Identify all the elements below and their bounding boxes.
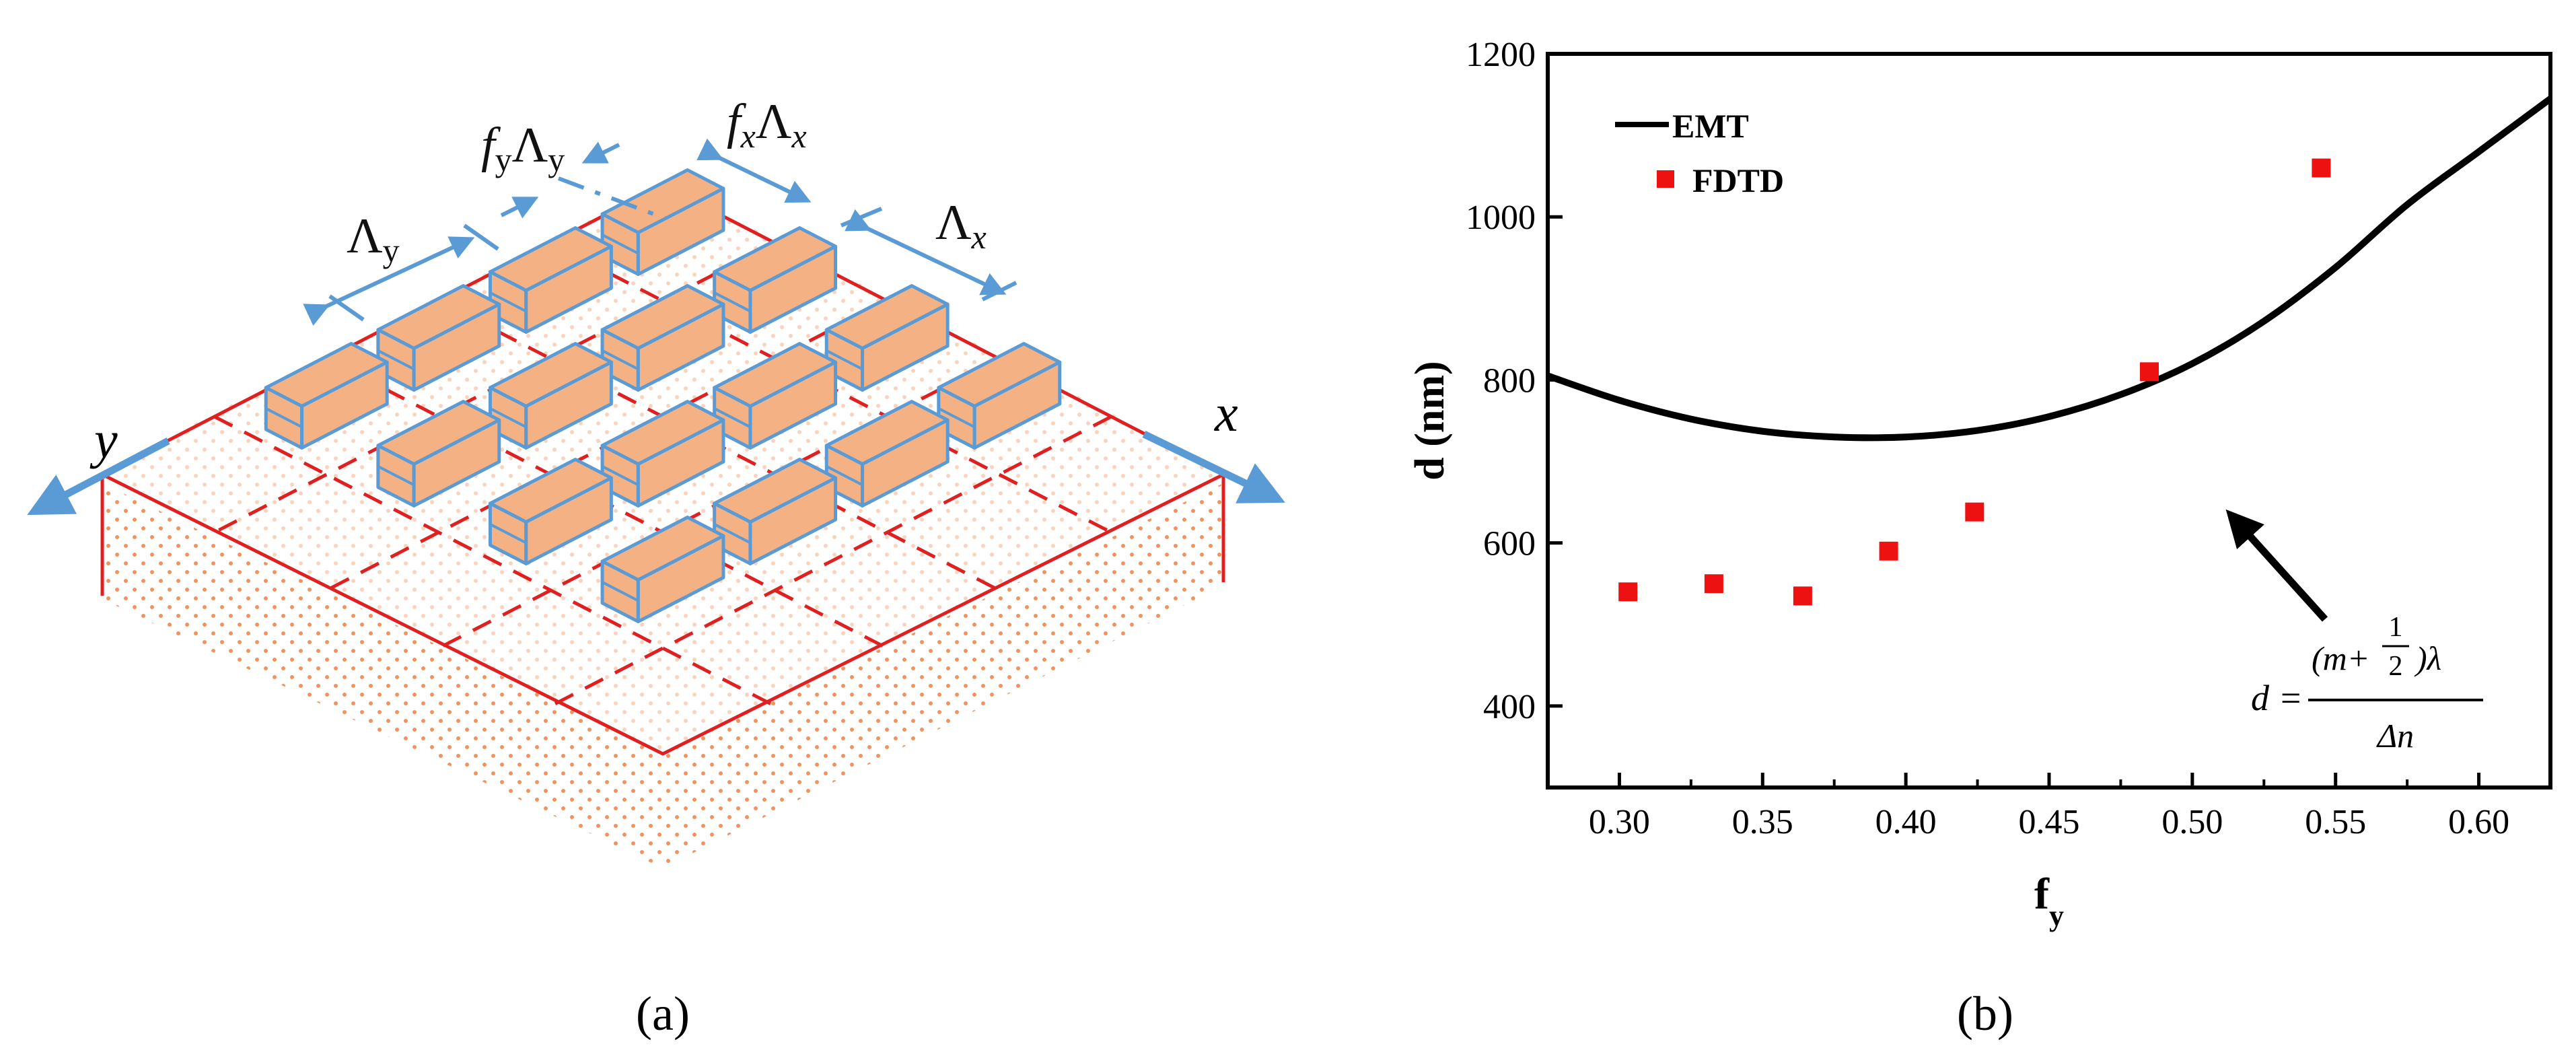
block — [600, 400, 725, 508]
fdtd-point — [2312, 158, 2331, 178]
block-midline — [377, 349, 415, 371]
y-tick-label: 800 — [1483, 361, 1536, 400]
lattice-dash-x — [550, 415, 1112, 708]
block-midline — [377, 465, 415, 487]
block-top-face — [937, 342, 1062, 408]
y-axis-title: d (nm) — [1407, 361, 1453, 480]
x-tick-label: 0.45 — [2019, 803, 2080, 841]
block — [600, 284, 725, 392]
y-tick-label: 1000 — [1466, 199, 1536, 237]
fdtd-series — [1618, 158, 2331, 606]
lambda-x-label: Λx — [935, 195, 987, 256]
block-top-face — [824, 284, 950, 350]
x-tick-label: 0.60 — [2448, 803, 2509, 841]
block-midline — [489, 291, 527, 313]
block-midline — [602, 234, 639, 255]
block-midline — [713, 523, 751, 545]
block — [264, 342, 389, 450]
block-midline — [265, 407, 303, 429]
x-tick-label: 0.40 — [1875, 803, 1937, 841]
y-tick-label: 400 — [1483, 688, 1536, 726]
block-top-face — [713, 226, 838, 292]
substrate-right-face — [663, 483, 1223, 868]
formula-lhs: d = — [2251, 678, 2303, 718]
block — [937, 342, 1062, 450]
y-ticks: 400 600 800 1000 1200 — [1466, 36, 1563, 726]
block-top-face — [488, 458, 613, 524]
block — [824, 284, 950, 392]
block-midline — [489, 523, 527, 545]
emt-curve — [1546, 96, 2552, 442]
x-tick-label: 0.35 — [1732, 803, 1793, 841]
dimension-markers — [303, 138, 1017, 326]
block-midline — [602, 465, 639, 487]
fx-lambda-x-label: fxΛx — [727, 94, 807, 155]
block-top-face — [264, 342, 389, 408]
formula-half-num: 1 — [2389, 612, 2403, 643]
x-tick-label: 0.50 — [2161, 803, 2223, 841]
legend-emt-label: EMT — [1672, 107, 1749, 145]
block — [713, 458, 838, 565]
legend: EMT FDTD — [1615, 107, 1784, 199]
formula: d = (m+ 1 2 )λ Δn — [2251, 612, 2483, 755]
x-axis-title: fy — [2034, 870, 2064, 932]
x-ticks: 0.30 0.35 0.40 0.45 0.50 0.55 0.60 — [1546, 773, 2509, 841]
legend-fdtd-marker — [1657, 170, 1674, 188]
block-midline — [826, 349, 863, 371]
fdtd-point — [1793, 586, 1812, 606]
lambda-y-label: Λy — [347, 209, 400, 269]
caption-b: (b) — [1957, 987, 2013, 1041]
block-midline — [602, 581, 639, 602]
x-axis-arrow — [1142, 431, 1285, 503]
block — [713, 226, 838, 334]
block-top-face — [713, 458, 838, 524]
block-midline — [602, 349, 639, 371]
block-array — [264, 168, 1062, 623]
emt-series — [1546, 96, 2552, 442]
block — [376, 400, 501, 508]
x-axis-label: x — [1214, 384, 1238, 442]
fdtd-point — [1879, 541, 1898, 561]
fy-lambda-y-label: fyΛy — [481, 118, 565, 178]
x-tick-label: 0.55 — [2305, 803, 2366, 841]
schematic-panel: y x Λy Λx fyΛy fxΛx (a) — [27, 94, 1285, 1041]
block — [600, 516, 725, 623]
block-top-face — [488, 342, 613, 408]
block-top-face — [488, 226, 613, 292]
y-tick-label: 1200 — [1466, 36, 1536, 74]
block-top-face — [600, 400, 725, 466]
y-axis-label: y — [90, 411, 118, 469]
fdtd-point — [1618, 582, 1638, 602]
block-midline — [937, 407, 976, 429]
block — [488, 458, 613, 565]
block-top-face — [713, 342, 838, 408]
block-top-face — [600, 516, 725, 582]
block-midline — [826, 465, 863, 487]
block-midline — [489, 407, 527, 429]
x-tick-label: 0.30 — [1589, 803, 1650, 841]
block-top-face — [376, 400, 501, 466]
formula-numerator-post: )λ — [2414, 639, 2441, 677]
fdtd-point — [1704, 574, 1723, 594]
fdtd-point — [2140, 362, 2159, 382]
annotation-arrow — [2225, 509, 2328, 622]
block-top-face — [600, 284, 725, 350]
formula-denominator: Δn — [2376, 717, 2414, 755]
formula-numerator: (m+ — [2312, 639, 2370, 677]
formula-half-den: 2 — [2389, 651, 2403, 682]
y-tick-label: 600 — [1483, 525, 1536, 563]
y-axis-arrow — [27, 438, 170, 516]
block-midline — [713, 291, 751, 313]
substrate-left-face — [102, 483, 663, 868]
block-midline — [713, 407, 751, 429]
caption-a: (a) — [636, 987, 690, 1041]
fdtd-point — [1965, 502, 1984, 522]
legend-fdtd-label: FDTD — [1692, 162, 1784, 199]
lattice-dash-y — [213, 415, 776, 708]
block-top-face — [824, 400, 950, 466]
